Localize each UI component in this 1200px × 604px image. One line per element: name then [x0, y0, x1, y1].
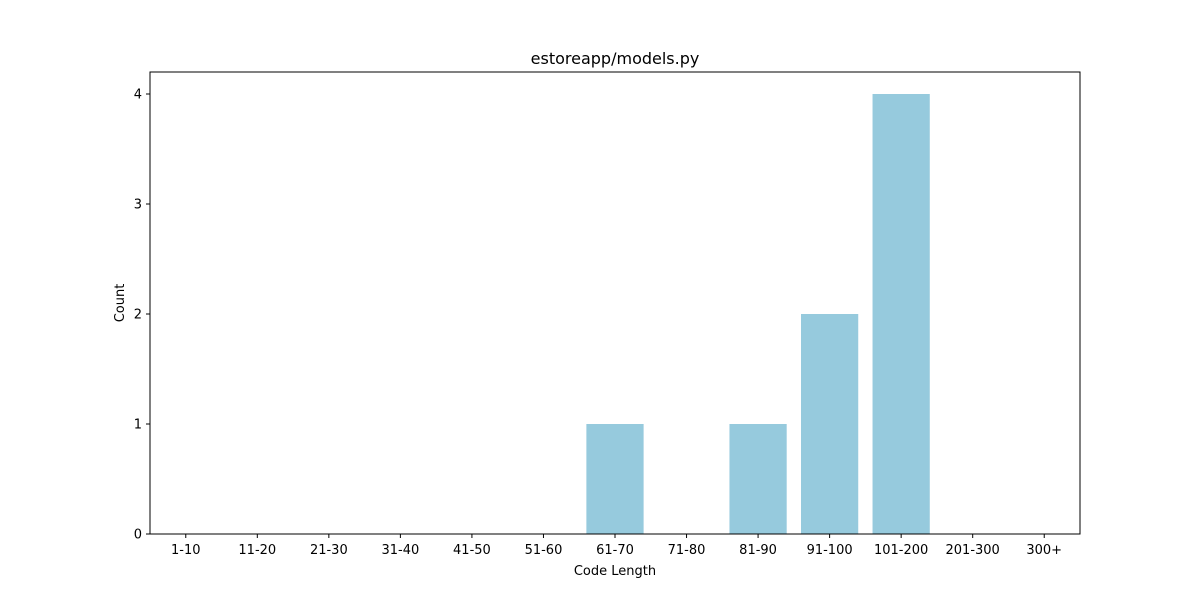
x-tick-label: 31-40: [381, 543, 419, 558]
y-tick-label: 1: [134, 418, 142, 433]
y-axis-label: Count: [113, 284, 128, 323]
x-tick-label: 81-90: [739, 543, 777, 558]
y-tick-label: 3: [134, 198, 142, 213]
x-tick-label: 201-300: [946, 543, 1000, 558]
x-tick-label: 1-10: [171, 543, 201, 558]
x-tick-label: 300+: [1026, 543, 1062, 558]
y-tick-label: 2: [134, 308, 142, 323]
y-tick-label: 0: [134, 528, 142, 543]
x-tick-label: 71-80: [668, 543, 706, 558]
bar-61-70: [586, 424, 644, 534]
x-tick-label: 21-30: [310, 543, 348, 558]
x-tick-label: 51-60: [525, 543, 563, 558]
x-ticks: 1-10 11-20 21-30 31-40 41-50 51-60 61-70 71-80 8…: [171, 534, 1062, 558]
x-axis-label: Code Length: [574, 564, 656, 579]
bar-91-100: [801, 314, 859, 534]
x-tick-label: 91-100: [807, 543, 853, 558]
bars-layer: [586, 94, 930, 534]
y-ticks: 0 1 2 3 4: [134, 88, 150, 543]
x-tick-label: 41-50: [453, 543, 491, 558]
x-tick-label: 11-20: [238, 543, 276, 558]
bar-81-90: [729, 424, 787, 534]
y-tick-label: 4: [134, 88, 142, 103]
bar-101-200: [872, 94, 930, 534]
x-tick-label: 101-200: [874, 543, 928, 558]
x-tick-label: 61-70: [596, 543, 634, 558]
chart-title: estoreapp/models.py: [531, 49, 700, 68]
